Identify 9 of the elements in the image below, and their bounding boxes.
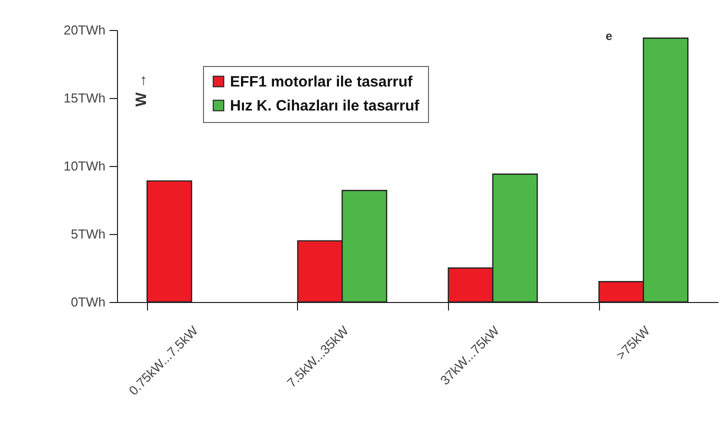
y-tick-label: 20TWh <box>64 22 106 38</box>
annotation: W → <box>133 73 150 107</box>
y-tick-label: 5TWh <box>70 226 106 242</box>
y-tick-label: 0TWh <box>70 294 106 310</box>
legend-label: EFF1 motorlar ile tasarruf <box>230 74 414 90</box>
legend-label: Hız K. Cihazları ile tasarruf <box>230 98 420 114</box>
y-tick-label: 15TWh <box>64 90 106 106</box>
y-tick-label: 10TWh <box>64 158 106 174</box>
annotation: e <box>606 29 613 43</box>
